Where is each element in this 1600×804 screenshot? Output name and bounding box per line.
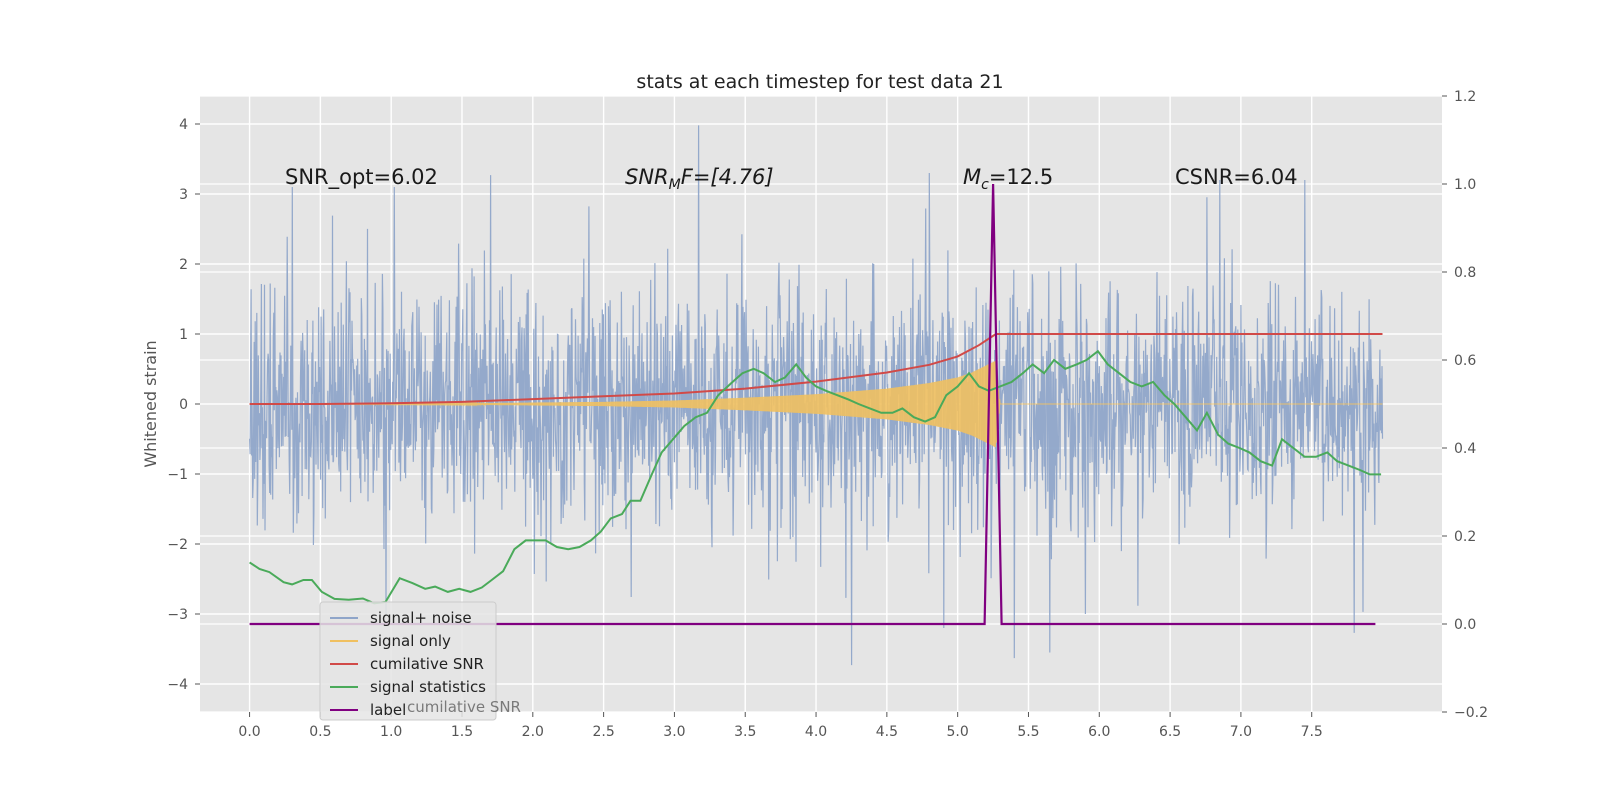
series-cumulative-snr [249,333,1383,405]
x-tick-label: 0.0 [238,724,260,740]
legend-hidden-text: cumilative SNR [407,698,521,716]
y-left-tick-label: −1 [167,467,188,483]
legend-item: label [330,701,406,719]
x-tick-label: 6.5 [1159,724,1181,740]
legend-item: signal statistics [330,678,486,696]
x-tick-label: 4.5 [876,724,898,740]
x-tick-label: 7.0 [1230,724,1252,740]
y-right-tick-label: 0.8 [1454,265,1476,281]
annotation-snr-opt: SNR_opt=6.02 [285,165,438,190]
series-layer [249,125,1384,666]
y-left-tick-label: 1 [179,327,188,343]
series-signal-statistics [249,349,1382,605]
x-tick-label: 1.5 [451,724,473,740]
annotation-chirp-mass: Mc=12.5 [963,165,1053,193]
x-tick-label: 3.5 [734,724,756,740]
x-tick-label: 2.0 [522,724,544,740]
y-left-tick-label: −3 [167,607,188,623]
y-left-axis-ticks: 4 3 2 1 0 −1 −2 −3 −4 [167,117,200,693]
legend-label: cumilative SNR [370,655,484,673]
mc-base: M [963,165,981,189]
mc-rest: =12.5 [989,165,1053,189]
chart-title: stats at each timestep for test data 21 [636,71,1003,93]
legend-label: signal+ noise [370,609,472,627]
legend-label: signal statistics [370,678,486,696]
x-tick-label: 2.5 [592,724,614,740]
annotation-csnr: CSNR=6.04 [1175,165,1298,189]
legend-item: cumilative SNR [330,655,484,673]
snr-mf-sub: M [669,177,681,193]
snr-mf-base: SNR [625,165,669,189]
x-tick-label: 3.0 [663,724,685,740]
series-signal-only [249,360,1383,448]
y-right-tick-label: 1.0 [1454,177,1476,193]
y-right-tick-label: 1.2 [1454,89,1476,105]
legend-label: signal only [370,632,451,650]
mc-sub: c [981,177,989,193]
legend-item: signal+ noise [330,609,472,627]
snr-mf-rest: F=[4.76] [681,165,774,189]
x-tick-label: 5.0 [947,724,969,740]
y-left-tick-label: 3 [179,187,188,203]
annotation-snr-mf: SNRMF=[4.76] [625,165,774,193]
y-right-tick-label: 0.0 [1454,617,1476,633]
x-tick-label: 7.5 [1301,724,1323,740]
y-left-tick-label: 4 [179,117,188,133]
x-tick-label: 1.0 [380,724,402,740]
x-tick-label: 6.0 [1088,724,1110,740]
y-right-tick-label: 0.6 [1454,353,1476,369]
legend-label: label [370,701,406,719]
legend: cumilative SNR signal+ noise signal only c… [319,601,521,721]
x-tick-label: 0.5 [309,724,331,740]
y-left-tick-label: 0 [179,397,188,413]
y-right-tick-label: 0.2 [1454,529,1476,545]
legend-items: signal+ noise signal only cumilative SNR si… [330,609,486,719]
y-axis-label: Whitened strain [141,340,160,467]
x-tick-label: 5.5 [1017,724,1039,740]
series-signal-noise [249,125,1384,666]
y-left-tick-label: −2 [167,537,188,553]
x-axis-ticks: 0.0 0.5 1.0 1.5 2.0 2.5 3.0 3.5 4.0 4.5 5.0 5.5 6.0 6… [238,712,1323,740]
y-left-tick-label: 2 [179,257,188,273]
series-label [249,183,1376,626]
y-right-tick-label: 0.4 [1454,441,1476,457]
y-right-tick-label: −0.2 [1454,705,1488,721]
legend-item: signal only [330,632,451,650]
y-right-axis-ticks: 1.2 1.0 0.8 0.6 0.4 0.2 0.0 −0.2 [1442,89,1488,721]
legend-box [319,601,497,721]
y-left-tick-label: −4 [167,677,188,693]
x-tick-label: 4.0 [805,724,827,740]
